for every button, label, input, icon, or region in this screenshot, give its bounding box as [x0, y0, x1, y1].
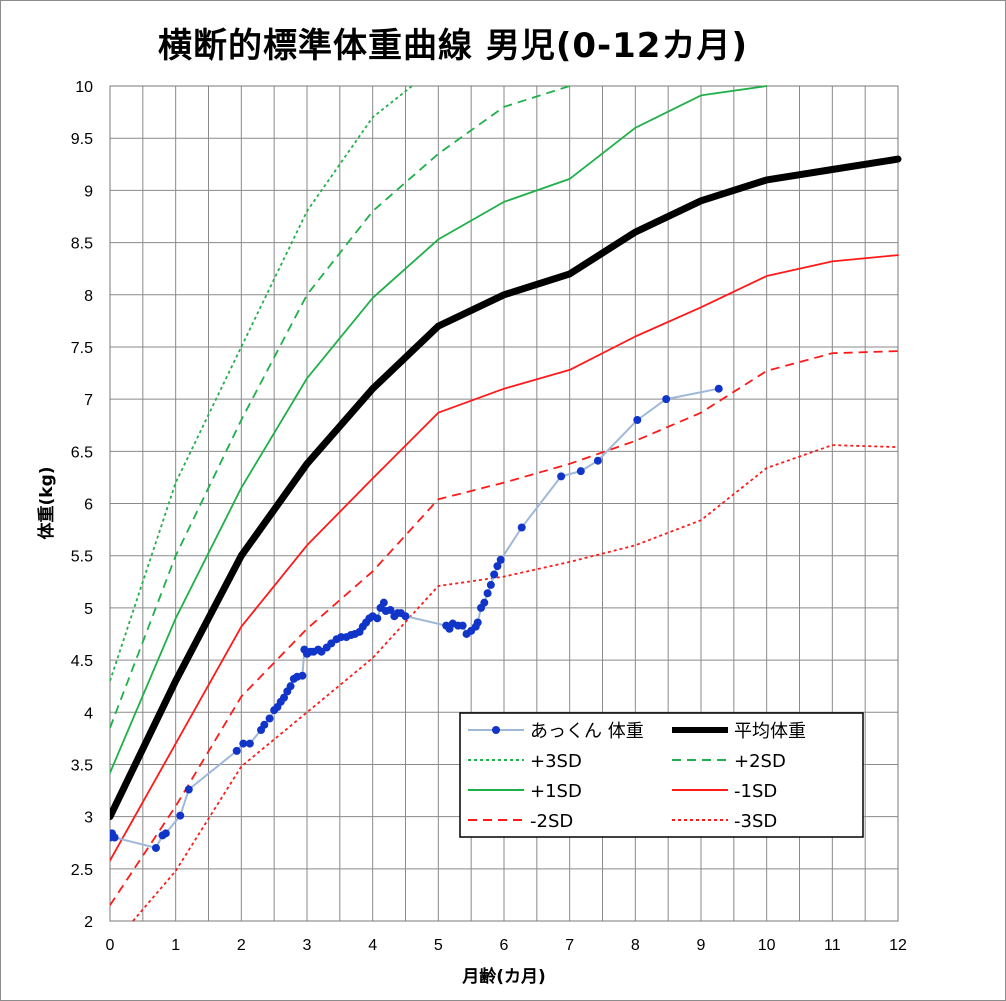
grid-lines: [109, 85, 899, 922]
y-axis-label: 体重(kg): [36, 466, 57, 539]
data-point: [557, 472, 566, 481]
legend-label: +1SD: [530, 781, 582, 802]
series-line: [110, 85, 570, 729]
y-tick-label: 2: [84, 914, 93, 931]
y-tick-label: 9: [84, 183, 93, 200]
x-tick-label: 12: [889, 937, 907, 954]
data-point: [161, 829, 170, 838]
series-line: [110, 85, 768, 774]
legend-label: 平均体重: [734, 721, 806, 742]
data-point: [593, 456, 602, 465]
data-point: [486, 580, 495, 589]
series-line: [110, 350, 899, 906]
data-point: [401, 612, 410, 621]
y-tick-label: 8: [84, 288, 93, 305]
y-tick-label: 7.5: [71, 340, 93, 357]
chart-title: 横断的標準体重曲線 男児(0-12カ月): [158, 26, 748, 66]
x-tick-label: 8: [631, 937, 640, 954]
series-line: [110, 254, 899, 862]
data-point: [298, 671, 307, 680]
x-tick-label: 7: [565, 937, 574, 954]
data-point: [490, 570, 499, 579]
x-tick-label: 9: [697, 937, 706, 954]
data-point: [576, 467, 585, 476]
legend-marker: [492, 726, 500, 734]
data-point: [493, 562, 502, 571]
x-tick-label: 10: [758, 937, 776, 954]
data-point: [517, 523, 526, 532]
data-point: [280, 693, 289, 702]
legend-label: +2SD: [734, 751, 786, 772]
data-point: [662, 395, 671, 404]
y-tick-label: 9.5: [71, 131, 93, 148]
x-tick-label: 4: [368, 937, 377, 954]
series-line: [110, 155, 902, 821]
data-point: [496, 555, 505, 564]
series-line: [110, 85, 413, 682]
x-tick-label: 5: [434, 937, 443, 954]
x-tick-label: 3: [303, 937, 312, 954]
data-point: [379, 598, 388, 607]
series-line: [132, 444, 899, 922]
data-point: [480, 598, 489, 607]
legend-box: [459, 712, 864, 838]
legend-label: -1SD: [734, 781, 777, 802]
data-point: [286, 682, 295, 691]
legend-label: -3SD: [734, 811, 777, 832]
data-point: [110, 833, 119, 842]
y-tick-labels: 2 2.5 3 3.5 4 4.5 5 5.5 6 6.5 7 7.5 8 8.5 9 9.5 10: [71, 79, 93, 931]
data-point: [184, 785, 193, 794]
data-point: [473, 618, 482, 627]
legend: あっくん 体重 平均体重 +3SD +2SD +1SD -1SD -2SD -3SD: [459, 712, 864, 838]
data-point: [232, 746, 241, 755]
y-tick-label: 10: [75, 79, 93, 96]
y-tick-label: 5.5: [71, 549, 93, 566]
y-tick-label: 3.5: [71, 757, 93, 774]
x-tick-label: 0: [106, 937, 115, 954]
y-tick-label: 6.5: [71, 444, 93, 461]
data-point: [245, 739, 254, 748]
y-tick-label: 6: [84, 497, 93, 514]
y-tick-label: 5: [84, 601, 93, 618]
data-point: [239, 739, 248, 748]
data-point: [265, 714, 274, 723]
x-tick-label: 2: [237, 937, 246, 954]
x-tick-labels: 0 1 2 3 4 5 6 7 8 9 10 11 12: [106, 937, 907, 954]
legend-label: -2SD: [530, 811, 573, 832]
x-tick-label: 6: [500, 937, 509, 954]
y-tick-label: 3: [84, 810, 93, 827]
y-tick-label: 8.5: [71, 236, 93, 253]
data-point: [373, 614, 382, 623]
data-point: [483, 589, 492, 598]
plot-border: [109, 85, 899, 922]
y-tick-label: 4: [84, 705, 93, 722]
data-point: [260, 720, 269, 729]
data-point: [151, 843, 160, 852]
reference-curves: [110, 85, 902, 922]
data-point: [458, 621, 467, 630]
data-point: [386, 605, 395, 614]
y-tick-label: 2.5: [71, 862, 93, 879]
y-tick-label: 4.5: [71, 653, 93, 670]
data-point: [176, 811, 185, 820]
y-tick-label: 7: [84, 392, 93, 409]
x-tick-label: 11: [824, 937, 841, 954]
data-point: [633, 416, 642, 424]
data-point: [714, 384, 723, 393]
legend-label: +3SD: [530, 751, 582, 772]
x-tick-label: 1: [171, 937, 180, 954]
x-axis-label: 月齢(カ月): [461, 966, 546, 987]
legend-label: あっくん 体重: [530, 721, 644, 742]
